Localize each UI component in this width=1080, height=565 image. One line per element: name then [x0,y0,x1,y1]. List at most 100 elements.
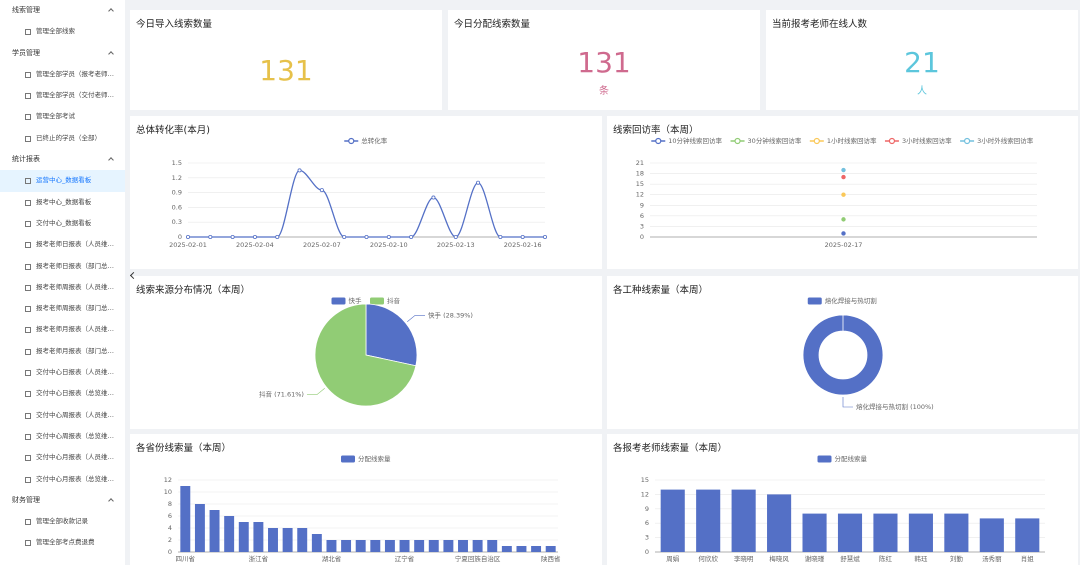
stat-card: 今日导入线索数量 131 [130,10,442,110]
x-tick-label: 汤秀丽 [982,554,1002,563]
legend-icon [348,137,355,145]
x-tick-label: 陕西省 [541,554,561,563]
bar [802,513,827,552]
menu-item[interactable]: 已终止的学员（全部） [0,128,125,149]
point [841,192,846,197]
legend-icon [331,297,346,305]
menu-item[interactable]: 报考老师周报表（部门总… [0,298,125,319]
menu-item[interactable]: 交付中心_数据看板 [0,213,125,234]
x-tick-label: 四川省 [176,554,196,563]
slice-label: 熔化焊接与热切割 (100%) [856,402,934,411]
legend-item: 总转化率 [344,136,388,145]
x-tick-label: 周娟 [666,554,679,563]
bar [516,546,527,552]
point [230,235,235,240]
bar [1015,518,1040,552]
bar [370,540,381,552]
menu-item[interactable]: 报考老师日报表（人员维… [0,234,125,255]
point [841,231,846,236]
legend-label: 总转化率 [361,136,388,145]
chart-title: 各工种线索量（本周） [613,285,709,296]
y-tick-label: 6 [640,212,644,220]
bar [384,540,395,552]
bar [487,540,498,552]
menu-item[interactable]: 管理全部考试 [0,106,125,127]
bar [428,540,439,552]
point [208,235,213,240]
x-tick-label: 何欣欣 [698,554,718,563]
legend-label: 30分钟线索回访率 [748,136,802,145]
card-title: 今日导入线索数量 [136,19,213,30]
y-tick-label: 12 [164,476,172,484]
menu-section[interactable]: 财务管理 [0,490,125,511]
chart-title: 各报考老师线索量（本周） [613,443,728,454]
legend-icon [655,137,662,145]
menu-section[interactable]: 统计报表 [0,149,125,170]
legend-icon [813,137,820,145]
menu-item[interactable]: 交付中心月报表（总览维… [0,469,125,490]
menu-item[interactable]: 交付中心周报表（总览维… [0,426,125,447]
chart: 0 3 6 9 12 15 18 21 2025-02-17 10分钟线索回访率 30分钟线索回访率… [636,136,1037,249]
x-tick-label: 李晓明 [734,554,754,563]
legend-icon [734,137,741,145]
bar [458,540,468,552]
menu-item[interactable]: 交付中心周报表（人员维… [0,405,125,426]
x-tick-label: 谢晓瑾 [805,554,825,563]
menu-item[interactable]: 管理全部考点费退费 [0,532,125,553]
x-tick-label: 2025-02-16 [504,241,542,249]
y-tick-label: 0 [640,233,644,241]
y-tick-label: 1.2 [172,174,182,182]
legend-label: 3小时线索回访率 [902,136,952,145]
menu-item[interactable]: 报考老师月报表（部门总… [0,341,125,362]
x-tick-label: 浙江省 [249,554,269,563]
chart-title: 线索回访率（本周） [613,125,699,136]
y-tick-label: 21 [636,159,644,167]
menu-item[interactable]: 管理全部线索 [0,21,125,42]
menu-item[interactable]: 报考老师月报表（人员维… [0,319,125,340]
bar [696,489,721,552]
legend-item: 抖音 [370,296,401,305]
bar [224,516,235,552]
point [520,235,525,240]
label-line [407,315,426,322]
menu-item[interactable]: 报考中心_数据看板 [0,192,125,213]
menu-section[interactable]: 学员管理 [0,43,125,64]
y-tick-label: 12 [641,490,649,498]
bar [194,504,205,552]
chart: 0 2 4 6 8 10 12 四川省 浙江省 湖北省 辽宁省 宁夏回族自治区 陕西省 分配线索量 [164,454,561,563]
pie-slice [314,303,417,407]
point [342,235,347,240]
x-tick-label: 肖姐 [1021,554,1035,563]
menu-item[interactable]: 管理全部学员（交付老师… [0,85,125,106]
menu-item[interactable]: 报考老师日报表（部门总… [0,256,125,277]
chart-panel: 线索回访率（本周） 0 3 6 9 12 15 18 21 2025-02-17 10分钟线索回访率… [607,116,1078,269]
x-tick-label: 2025-02-10 [370,241,408,249]
menu-item[interactable]: 运营中心_数据看板 [0,170,125,192]
label-line [842,397,853,408]
stat-card: 当前报考老师在线人数 21 人 [766,10,1078,110]
point [542,235,547,240]
menu-item[interactable]: 管理全部收款记录 [0,511,125,532]
y-tick-label: 0 [178,233,182,241]
legend-item: 30分钟线索回访率 [730,136,802,145]
point [498,235,503,240]
menu-section[interactable]: 线索管理 [0,0,125,21]
bar [908,513,933,552]
x-tick-label: 2025-02-17 [825,241,863,249]
menu-item[interactable]: 报考老师周报表（人员维… [0,277,125,298]
pie-slice [365,303,418,367]
legend-label: 10分钟线索回访率 [668,136,722,145]
bar [731,489,756,552]
y-tick-label: 9 [645,505,649,513]
legend-item: 熔化焊接与热切割 [807,296,877,305]
menu-item[interactable]: 交付中心月报表（人员维… [0,447,125,468]
y-tick-label: 12 [636,191,644,199]
menu-item[interactable]: 交付中心日报表（总览维… [0,383,125,404]
y-tick-label: 10 [164,488,172,496]
legend-label: 分配线索量 [358,454,391,463]
menu-item[interactable]: 交付中心日报表（人员维… [0,362,125,383]
point [841,174,846,180]
menu-item[interactable]: 管理全部学员（报考老师… [0,64,125,85]
